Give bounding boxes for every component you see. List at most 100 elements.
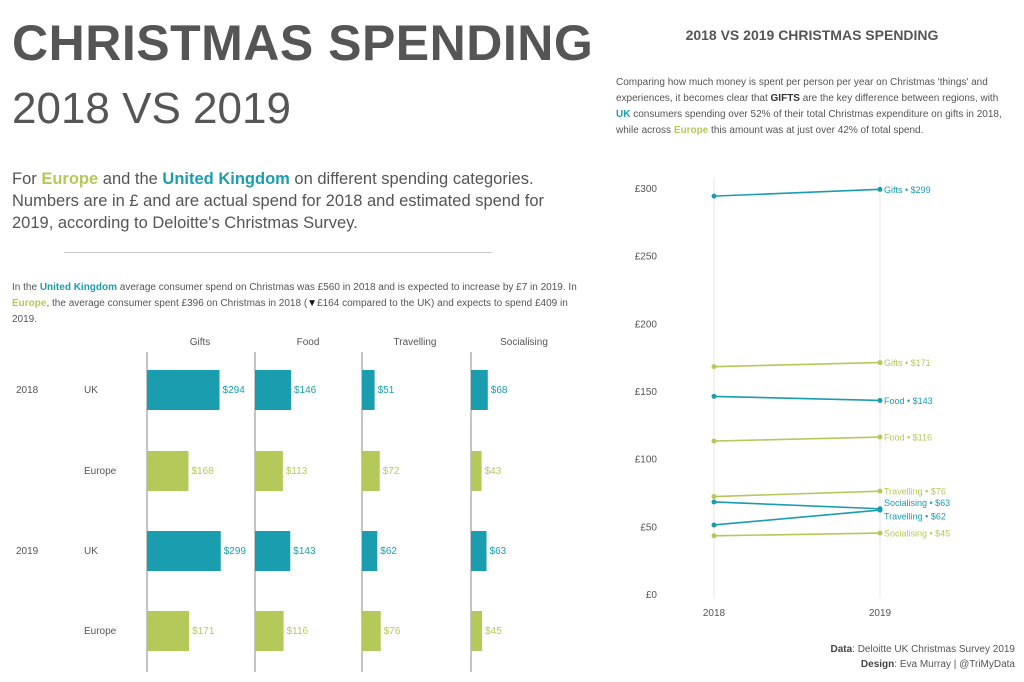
bar-value-label: $43 [485,466,502,477]
bar [471,370,488,410]
summary-part1: In the [12,282,40,293]
bar [471,451,482,491]
y-tick-label: £300 [635,184,658,195]
summary-part3: , the average consumer spent £396 on Chr… [46,298,308,309]
series-end-label: Gifts • $299 [884,185,931,195]
bar-value-label: $62 [380,546,397,557]
bar-region-label: UK [84,385,98,396]
intro-text: For Europe and the United Kingdom on dif… [12,168,552,234]
bar-region-label: Europe [84,626,117,637]
y-tick-label: £50 [640,522,657,533]
bar-value-label: $299 [224,546,247,557]
series-end-label: Socialising • $45 [884,529,950,539]
intro-uk: United Kingdom [162,170,290,188]
bar-value-label: $113 [286,466,308,477]
series-point [711,522,717,528]
bar [147,451,189,491]
bar [147,370,220,410]
bar-value-label: $116 [287,626,309,637]
series-line [713,436,881,442]
bar-value-label: $68 [491,385,508,396]
series-point [711,393,717,399]
series-end-label: Gifts • $171 [884,358,931,368]
credits: Data: Deloitte UK Christmas Survey 2019 … [760,642,1015,672]
bar-value-label: $51 [378,385,395,396]
intro-part3: on different spending categories. Number… [12,170,544,232]
desc-gifts: GIFTS [770,93,800,104]
bar-value-label: $72 [383,466,400,477]
bar [147,531,221,571]
series-point [711,438,717,444]
x-tick-label: 2018 [703,608,726,619]
bar-category-label: Socialising [500,337,548,348]
series-line [713,361,881,368]
bar-value-label: $76 [384,626,401,637]
summary-uk: United Kingdom [39,282,118,293]
bar [362,370,375,410]
bar-value-label: $146 [294,385,317,396]
bar-category-label: Gifts [190,337,211,348]
bar-value-label: $294 [223,385,246,396]
y-tick-label: £0 [646,590,658,601]
desc-europe: Europe [673,125,709,136]
y-tick-label: £150 [635,387,658,398]
intro-part1: For [12,170,42,188]
series-point [711,364,717,370]
bar-region-label: Europe [84,466,117,477]
series-point [877,530,883,536]
bar [255,451,283,491]
summary-europe: Europe [12,298,47,309]
desc-part2: are the key difference between regions, … [799,93,999,104]
bar-value-label: $45 [485,626,502,637]
bar [362,531,378,571]
bar [255,611,284,651]
bar [362,451,380,491]
summary-part2: average consumer spend on Christmas was … [117,282,577,293]
series-line [713,501,881,510]
series-end-label: Travelling • $76 [884,487,946,497]
series-line [713,395,881,402]
right-description: Comparing how much money is spent per pe… [616,75,1011,139]
credit-design-label: Design [860,659,895,670]
divider [64,252,492,253]
credit-data-value: : Deloitte UK Christmas Survey 2019 [852,644,1015,655]
series-point [877,186,883,192]
desc-part4: this amount was at just over 42% of tota… [708,125,924,136]
series-point [877,360,883,366]
bar-value-label: $63 [490,546,507,557]
summary-part4: £164 compared to the UK) and expects to … [12,298,568,325]
x-tick-label: 2019 [869,608,892,619]
bar [471,531,487,571]
y-tick-label: £200 [635,319,658,330]
y-tick-label: £100 [635,455,658,466]
credit-data-label: Data [830,644,853,655]
bar [255,531,291,571]
bar-value-label: $168 [191,466,214,477]
summary-text: In the United Kingdom average consumer s… [12,280,582,328]
series-point [877,397,883,403]
page-title: CHRISTMAS SPENDING [12,15,594,71]
credit-design-value: : Eva Murray | @TriMyData [894,659,1015,670]
series-end-label: Food • $116 [884,433,932,443]
bar-category-label: Food [297,337,320,348]
desc-uk: UK [616,109,631,120]
bar [147,611,190,651]
series-line [713,490,881,498]
series-point [877,434,883,440]
series-point [877,488,883,494]
credit-design: Design: Eva Murray | @TriMyData [760,657,1015,672]
series-end-label: Socialising • $63 [884,498,950,508]
series-end-label: Food • $143 [884,396,933,406]
bar-value-label: $143 [293,546,316,557]
series-point [711,533,717,539]
series-point [877,507,883,513]
desc-part3: consumers spending over 52% of their tot… [616,109,1002,136]
desc-part1: Comparing how much money is spent per pe… [616,77,988,104]
bar-year-label: 2018 [16,385,39,396]
series-line [713,532,881,537]
bar-region-label: UK [84,546,98,557]
series-end-label: Travelling • $62 [884,512,946,522]
down-arrow-icon: ▼ [307,298,318,309]
